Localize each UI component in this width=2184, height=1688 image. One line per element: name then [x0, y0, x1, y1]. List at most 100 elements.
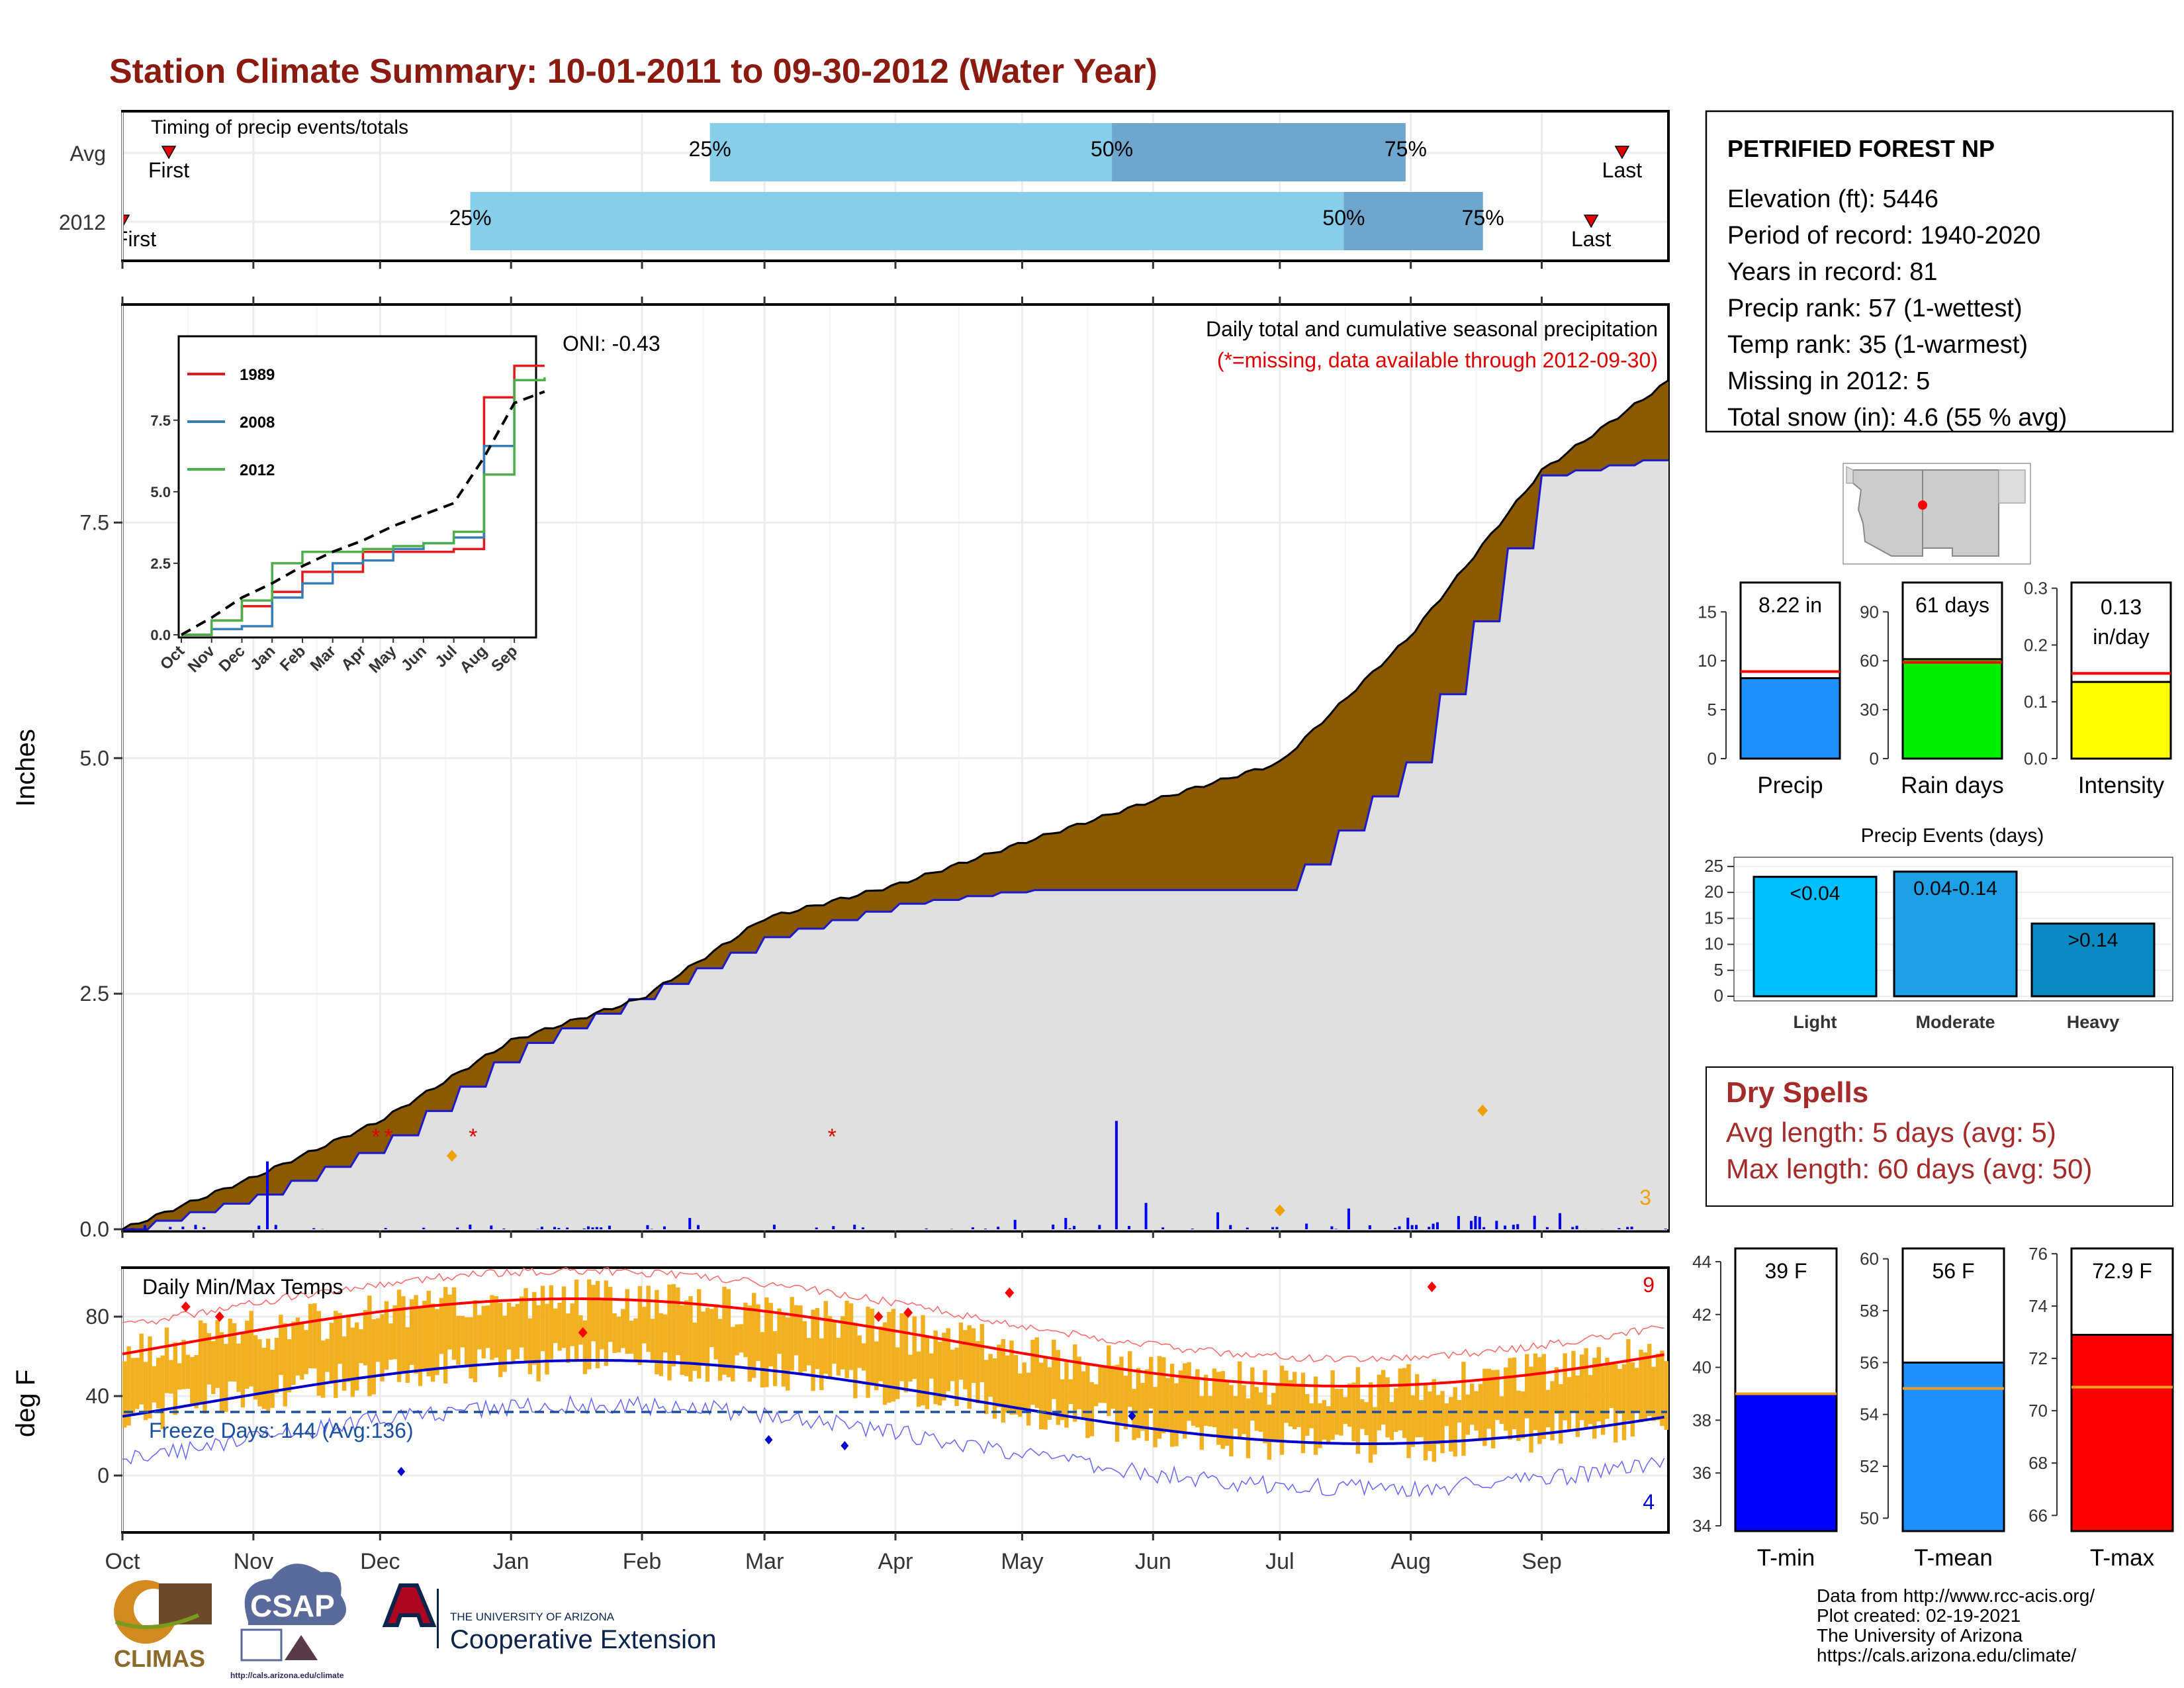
daily-temp-bar [1047, 1367, 1052, 1420]
daily-temp-bar [477, 1315, 482, 1350]
daily-precip-bar [1571, 1227, 1574, 1229]
month-axis: Oct Nov Dec Jan Feb Mar Apr May Jun Jul Aug Sep [105, 1549, 1562, 1574]
daily-temp-bar [392, 1305, 397, 1360]
daily-temp-bar [1444, 1403, 1449, 1427]
daily-temp-bar [1085, 1364, 1090, 1438]
daily-temp-bar [790, 1297, 794, 1371]
daily-temp-bar [464, 1317, 469, 1368]
daily-precip-bar [697, 1225, 700, 1229]
temp-stat-ytick-label: 56 [1860, 1352, 1879, 1372]
daily-precip-bar [422, 1227, 426, 1229]
climas-text: CLIMAS [114, 1645, 205, 1672]
average-low-line [122, 1359, 1664, 1445]
daily-precip-bar [1330, 1226, 1334, 1229]
station-snow: Total snow (in): 4.6 (55 % avg) [1727, 404, 2067, 432]
record-high-marker-icon [874, 1311, 884, 1322]
daily-temp-bar [1326, 1406, 1331, 1445]
record-high-marker-icon [214, 1311, 224, 1322]
daily-temp-bar [1005, 1355, 1010, 1413]
daily-temp-bar [662, 1314, 668, 1353]
daily-temp-bar [536, 1305, 541, 1382]
daily-precip-bar [971, 1227, 974, 1229]
temp-header: Daily Min/Max Temps [142, 1275, 343, 1299]
station-years: Years in record: 81 [1727, 258, 1938, 286]
daily-precip-bar [1626, 1227, 1629, 1229]
stat-ytick-label: 10 [1698, 651, 1717, 671]
daily-temp-bar [946, 1328, 950, 1391]
daily-temp-bar [122, 1361, 127, 1428]
daily-temp-bar [739, 1324, 744, 1353]
average-high-line [122, 1297, 1664, 1387]
temp-stat-ytick-label: 40 [1692, 1358, 1711, 1378]
daily-temp-bar [532, 1291, 537, 1365]
daily-temp-bar [380, 1314, 385, 1382]
station-location-dot [1918, 500, 1927, 510]
daily-temp-bar [527, 1318, 533, 1374]
daily-precip-bar [1617, 1228, 1621, 1229]
daily-precip-bar [1410, 1225, 1414, 1229]
daily-temp-bar [245, 1321, 250, 1389]
daily-temp-bar [257, 1339, 262, 1407]
daily-temp-bar [1203, 1374, 1208, 1426]
last-marker-icon [1583, 214, 1599, 228]
month-label: Mar [745, 1549, 784, 1574]
daily-temp-bar [786, 1317, 790, 1391]
stat-bar [1739, 677, 1841, 760]
daily-precip-bar [1533, 1215, 1536, 1229]
daily-temp-bar [232, 1323, 237, 1382]
daily-temp-bar [1102, 1365, 1107, 1403]
daily-temp-bar [190, 1356, 195, 1405]
last-label: Last [1571, 227, 1612, 251]
dry-spells-title: Dry Spells [1726, 1076, 1868, 1109]
daily-temp-bar [1161, 1357, 1166, 1434]
daily-temp-bar [1128, 1351, 1132, 1407]
daily-temp-bar [553, 1308, 558, 1343]
daily-temp-bar [1224, 1381, 1230, 1446]
daily-precip-bar [130, 1228, 134, 1229]
daily-temp-bar [266, 1338, 271, 1411]
daily-temp-bar [1626, 1339, 1631, 1421]
events-ytick-label: 25 [1704, 856, 1723, 876]
daily-precip-bar [1128, 1225, 1131, 1229]
daily-temp-bar [1432, 1379, 1436, 1462]
daily-temp-bar [126, 1346, 131, 1426]
daily-temp-bar [1052, 1339, 1056, 1399]
stat-value-unit: in/day [2093, 625, 2149, 649]
event-category: Heavy [2067, 1012, 2120, 1032]
daily-temp-bar [169, 1360, 173, 1394]
daily-precip-bar [1115, 1121, 1118, 1229]
daily-temp-bar [430, 1303, 435, 1382]
daily-precip-bar [772, 1225, 776, 1229]
daily-temp-bar [1419, 1400, 1424, 1438]
daily-precip-bar [832, 1226, 835, 1229]
timing-p25-label: 25% [449, 206, 492, 230]
stat-ytick-label: 0.2 [2024, 635, 2048, 655]
daily-temp-bar [1453, 1387, 1457, 1457]
daily-temp-bar [591, 1285, 596, 1342]
daily-temp-bar [954, 1347, 959, 1407]
daily-temp-bar [490, 1295, 494, 1360]
daily-temp-bar [764, 1297, 769, 1387]
daily-temp-bar [976, 1341, 980, 1403]
daily-temp-bar [1504, 1367, 1508, 1431]
daily-temp-bar [219, 1332, 224, 1411]
daily-temp-bar [1402, 1368, 1407, 1438]
precip-missing-note: (*=missing, data available through 2012-… [1217, 348, 1658, 372]
daily-temp-bar [705, 1307, 710, 1382]
temp-stat-ytick-label: 72 [2028, 1348, 2048, 1368]
daily-temp-bar [540, 1286, 545, 1352]
daily-temp-bar [1541, 1354, 1546, 1439]
daily-temp-bar [608, 1286, 613, 1342]
daily-temp-bar [870, 1308, 875, 1386]
daily-precip-bar [1394, 1227, 1397, 1229]
daily-precip-bar [469, 1224, 472, 1229]
daily-precip-bar [997, 1227, 1000, 1229]
daily-temp-bar [1123, 1376, 1128, 1430]
daily-temp-bar [1377, 1374, 1382, 1430]
daily-precip-bar [1368, 1225, 1371, 1229]
temp-stat-ytick-label: 44 [1692, 1252, 1711, 1272]
daily-temp-bar [1571, 1350, 1576, 1413]
daily-temp-bar [650, 1319, 655, 1360]
daily-temp-bar [447, 1294, 452, 1350]
daily-temp-bar [1229, 1385, 1234, 1457]
